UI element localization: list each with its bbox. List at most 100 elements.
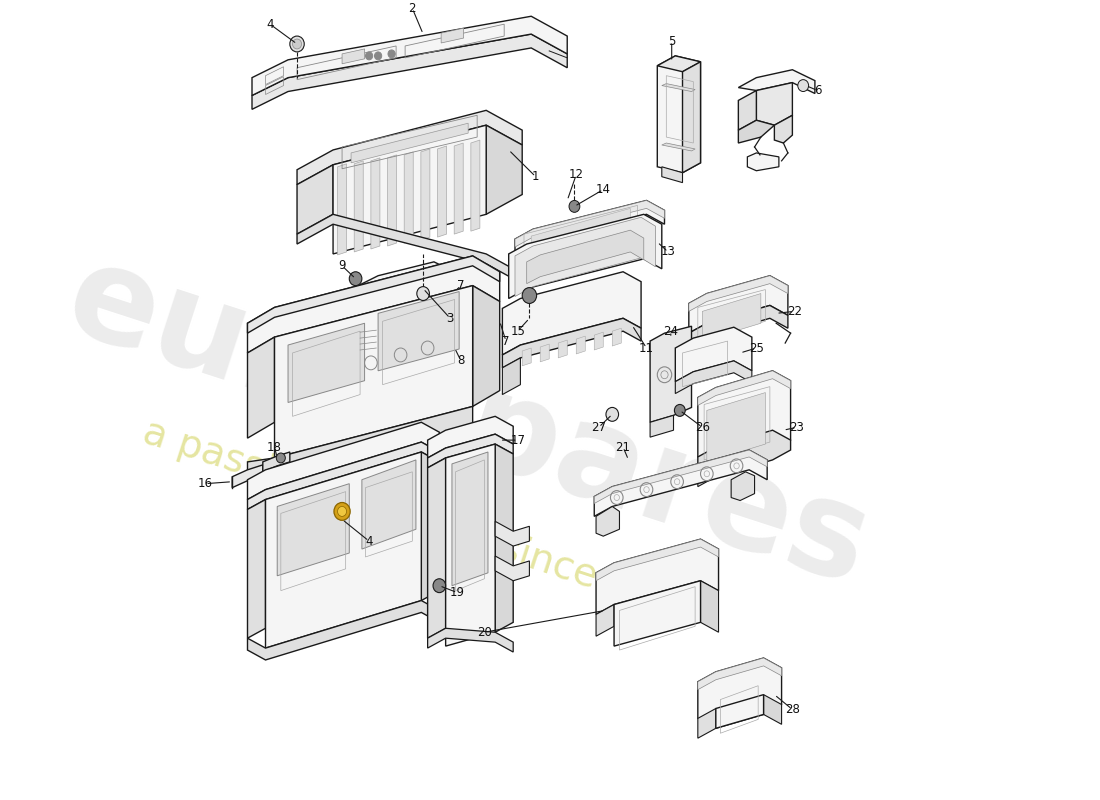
Polygon shape	[428, 434, 514, 468]
Polygon shape	[675, 361, 752, 394]
Polygon shape	[433, 284, 454, 315]
Polygon shape	[662, 83, 695, 91]
Circle shape	[350, 272, 362, 286]
Polygon shape	[527, 230, 644, 284]
Text: 28: 28	[785, 703, 800, 716]
Polygon shape	[263, 452, 289, 472]
Polygon shape	[508, 214, 662, 298]
Circle shape	[365, 52, 373, 60]
Polygon shape	[378, 284, 433, 319]
Polygon shape	[362, 460, 416, 549]
Polygon shape	[428, 628, 514, 652]
Text: 14: 14	[596, 183, 611, 196]
Text: 4: 4	[266, 18, 274, 30]
Polygon shape	[297, 110, 522, 185]
Polygon shape	[689, 336, 707, 370]
Polygon shape	[277, 484, 350, 576]
Polygon shape	[338, 164, 346, 255]
Text: 17: 17	[510, 434, 525, 446]
Polygon shape	[738, 90, 757, 130]
Polygon shape	[454, 143, 463, 234]
Polygon shape	[359, 262, 454, 307]
Text: 1: 1	[532, 170, 539, 183]
Text: 12: 12	[569, 168, 584, 182]
Text: 15: 15	[510, 325, 525, 338]
Polygon shape	[471, 140, 480, 231]
Circle shape	[417, 286, 429, 301]
Circle shape	[522, 288, 537, 303]
Polygon shape	[359, 326, 378, 353]
Text: 20: 20	[477, 626, 492, 638]
Polygon shape	[682, 62, 701, 173]
Polygon shape	[738, 120, 774, 143]
Polygon shape	[338, 314, 454, 368]
Polygon shape	[707, 393, 766, 462]
Polygon shape	[697, 709, 716, 738]
Polygon shape	[495, 556, 529, 581]
Polygon shape	[248, 422, 439, 499]
Polygon shape	[596, 605, 614, 636]
Circle shape	[293, 39, 301, 49]
Polygon shape	[441, 28, 464, 43]
Text: 23: 23	[790, 421, 804, 434]
Text: 21: 21	[616, 441, 630, 454]
Text: 5: 5	[668, 34, 675, 47]
Text: eurospares: eurospares	[52, 233, 884, 612]
Polygon shape	[503, 358, 520, 394]
Polygon shape	[613, 328, 621, 346]
Polygon shape	[248, 256, 499, 353]
Polygon shape	[495, 444, 514, 632]
Polygon shape	[248, 601, 439, 660]
Polygon shape	[747, 153, 779, 170]
Text: 8: 8	[458, 354, 464, 367]
Polygon shape	[421, 149, 430, 240]
Circle shape	[433, 578, 446, 593]
Polygon shape	[697, 658, 782, 728]
Circle shape	[276, 453, 285, 463]
Polygon shape	[774, 115, 792, 143]
Polygon shape	[473, 286, 499, 406]
Text: 7: 7	[458, 279, 464, 292]
Polygon shape	[342, 49, 364, 64]
Polygon shape	[252, 16, 568, 95]
Polygon shape	[387, 155, 397, 246]
Polygon shape	[697, 370, 791, 406]
Polygon shape	[702, 294, 761, 341]
Polygon shape	[650, 326, 692, 422]
Polygon shape	[738, 70, 815, 94]
Text: 25: 25	[749, 342, 763, 354]
Polygon shape	[689, 306, 788, 346]
Circle shape	[334, 502, 350, 520]
Polygon shape	[486, 125, 522, 214]
Text: 7: 7	[503, 334, 509, 347]
Circle shape	[569, 201, 580, 212]
Polygon shape	[716, 694, 763, 728]
Polygon shape	[428, 416, 514, 458]
Text: 19: 19	[450, 586, 465, 599]
Polygon shape	[662, 143, 695, 151]
Polygon shape	[297, 214, 522, 284]
Polygon shape	[576, 336, 585, 354]
Polygon shape	[650, 415, 673, 437]
Polygon shape	[503, 318, 641, 368]
Text: 9: 9	[339, 259, 345, 272]
Polygon shape	[697, 430, 791, 477]
Polygon shape	[248, 499, 265, 638]
Polygon shape	[697, 658, 782, 690]
Polygon shape	[503, 272, 641, 355]
Text: 3: 3	[447, 312, 454, 325]
Polygon shape	[378, 291, 459, 370]
Text: 22: 22	[786, 305, 802, 318]
Polygon shape	[248, 406, 499, 488]
Polygon shape	[531, 208, 630, 246]
Polygon shape	[446, 444, 495, 646]
Polygon shape	[596, 539, 718, 614]
Polygon shape	[275, 286, 473, 458]
Text: 11: 11	[639, 342, 654, 354]
Polygon shape	[338, 358, 359, 393]
Text: 24: 24	[663, 325, 679, 338]
Polygon shape	[288, 323, 364, 402]
Polygon shape	[428, 458, 446, 638]
Polygon shape	[697, 370, 791, 467]
Polygon shape	[404, 152, 414, 243]
